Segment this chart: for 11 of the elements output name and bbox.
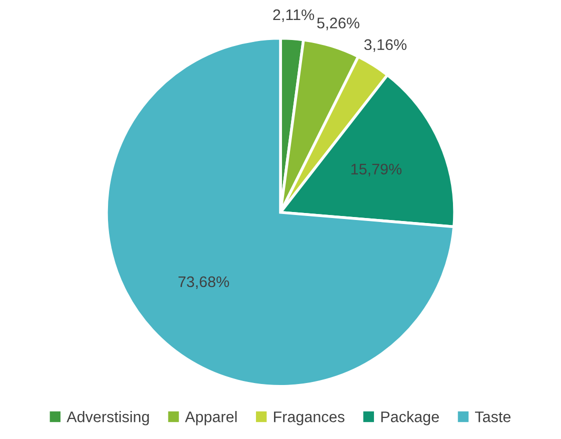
legend-label: Apparel	[185, 411, 237, 426]
legend-label: Adverstising	[66, 411, 149, 426]
legend-label: Package	[381, 411, 439, 426]
data-label: 5,26%	[317, 18, 360, 30]
data-label: 73,68%	[178, 276, 230, 289]
pie-slice	[105, 36, 456, 388]
legend-label: Fragances	[274, 412, 344, 426]
data-label: 2,11%	[273, 9, 314, 22]
legend-label: Taste	[475, 412, 511, 422]
data-label: 15,79%	[351, 164, 402, 176]
data-label: 3,16%	[364, 39, 406, 52]
